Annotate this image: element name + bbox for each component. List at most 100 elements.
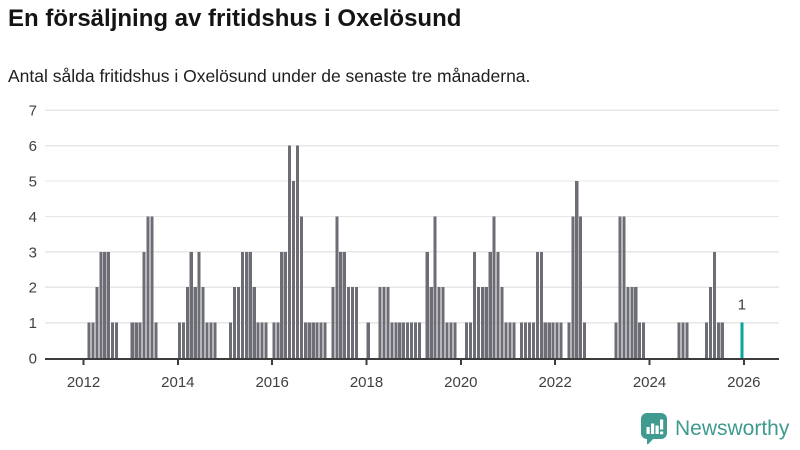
month-bar: [256, 322, 260, 358]
month-bar: [484, 287, 488, 358]
x-axis-line: [45, 358, 779, 365]
svg-text:2: 2: [29, 280, 37, 297]
month-bar: [555, 322, 559, 358]
svg-text:2020: 2020: [444, 374, 477, 391]
month-bar: [154, 322, 158, 358]
svg-text:2018: 2018: [350, 374, 383, 391]
month-bar: [500, 287, 504, 358]
month-bar: [181, 322, 185, 358]
month-bar: [508, 322, 512, 358]
month-bar: [685, 322, 689, 358]
month-bar: [524, 322, 528, 358]
month-bar: [107, 251, 111, 358]
month-bar: [299, 216, 303, 358]
month-bar: [677, 322, 681, 358]
svg-text:3: 3: [29, 244, 37, 261]
month-bar: [236, 287, 241, 358]
svg-text:0: 0: [29, 351, 37, 368]
month-bar: [103, 251, 107, 358]
month-bar: [520, 322, 524, 358]
month-bar: [280, 251, 284, 358]
month-bar: [410, 322, 414, 358]
month-bar: [382, 287, 386, 358]
month-bar: [264, 322, 268, 358]
month-bar: [535, 251, 539, 358]
month-bar: [229, 322, 233, 358]
svg-text:6: 6: [29, 138, 37, 155]
month-bar: [335, 216, 339, 358]
month-bar: [449, 322, 453, 358]
month-bar: [559, 322, 563, 358]
month-bar: [543, 322, 547, 358]
month-bar: [201, 287, 205, 358]
month-bar: [492, 216, 496, 358]
month-bar: [626, 287, 630, 358]
month-bar: [429, 287, 433, 358]
month-bar: [323, 322, 327, 358]
month-bar: [205, 322, 209, 358]
month-bar: [618, 216, 622, 358]
month-bar: [138, 322, 142, 358]
svg-text:2026: 2026: [727, 374, 760, 391]
month-bar: [295, 145, 300, 358]
svg-text:2012: 2012: [67, 374, 100, 391]
month-bar: [185, 287, 189, 358]
month-bar: [95, 287, 99, 358]
month-bar: [622, 216, 626, 358]
month-bar: [398, 322, 402, 358]
month-bar: [614, 322, 618, 358]
month-bar: [339, 251, 343, 358]
month-bar: [539, 251, 543, 358]
month-bar: [197, 251, 201, 358]
month-bar: [512, 322, 516, 358]
month-bar: [311, 322, 315, 358]
month-bar: [307, 322, 311, 358]
month-bar: [303, 322, 307, 358]
month-bar: [630, 287, 634, 358]
month-bar: [425, 251, 429, 358]
month-bar: [571, 216, 575, 358]
newsworthy-logo-text: Newsworthy: [675, 416, 790, 440]
month-bar: [319, 322, 323, 358]
month-bar: [130, 322, 134, 358]
month-bar: [441, 287, 445, 358]
highlight-bar-latest: [740, 322, 744, 358]
month-bar: [87, 322, 91, 358]
month-bar: [351, 287, 355, 358]
month-bar: [712, 251, 716, 358]
svg-text:2014: 2014: [161, 374, 194, 391]
month-bar: [716, 322, 720, 358]
x-axis-labels: 2012 2014 2016 2018 2020 2022 2024 2026: [67, 374, 761, 391]
month-bar: [531, 322, 536, 358]
month-bar: [284, 251, 288, 358]
svg-text:2022: 2022: [538, 374, 571, 391]
chart-subtitle: Antal sålda fritidshus i Oxelösund under…: [8, 66, 531, 86]
month-bar: [476, 287, 480, 358]
month-bar: [583, 322, 587, 358]
svg-text:7: 7: [29, 103, 37, 120]
month-bar: [91, 322, 95, 358]
month-bar: [378, 287, 382, 358]
svg-text:5: 5: [29, 174, 37, 191]
month-bar: [453, 322, 457, 358]
month-bar: [575, 181, 579, 358]
month-bar: [347, 287, 351, 358]
month-bar: [681, 322, 685, 358]
month-bar: [150, 216, 154, 358]
month-bar: [504, 322, 508, 358]
month-bar: [579, 216, 583, 358]
month-bar: [634, 287, 638, 358]
month-bar: [177, 322, 182, 358]
month-bar: [705, 322, 709, 358]
latest-value-label: 1: [738, 297, 746, 314]
month-bar: [134, 322, 138, 358]
month-bar: [272, 322, 276, 358]
month-bar: [115, 322, 119, 358]
chart-title: En försäljning av fritidshus i Oxelösund: [8, 5, 462, 32]
month-bar: [111, 322, 115, 358]
month-bar: [142, 251, 146, 358]
month-bar: [480, 287, 484, 358]
month-bar: [260, 322, 264, 358]
month-bar: [292, 181, 296, 358]
